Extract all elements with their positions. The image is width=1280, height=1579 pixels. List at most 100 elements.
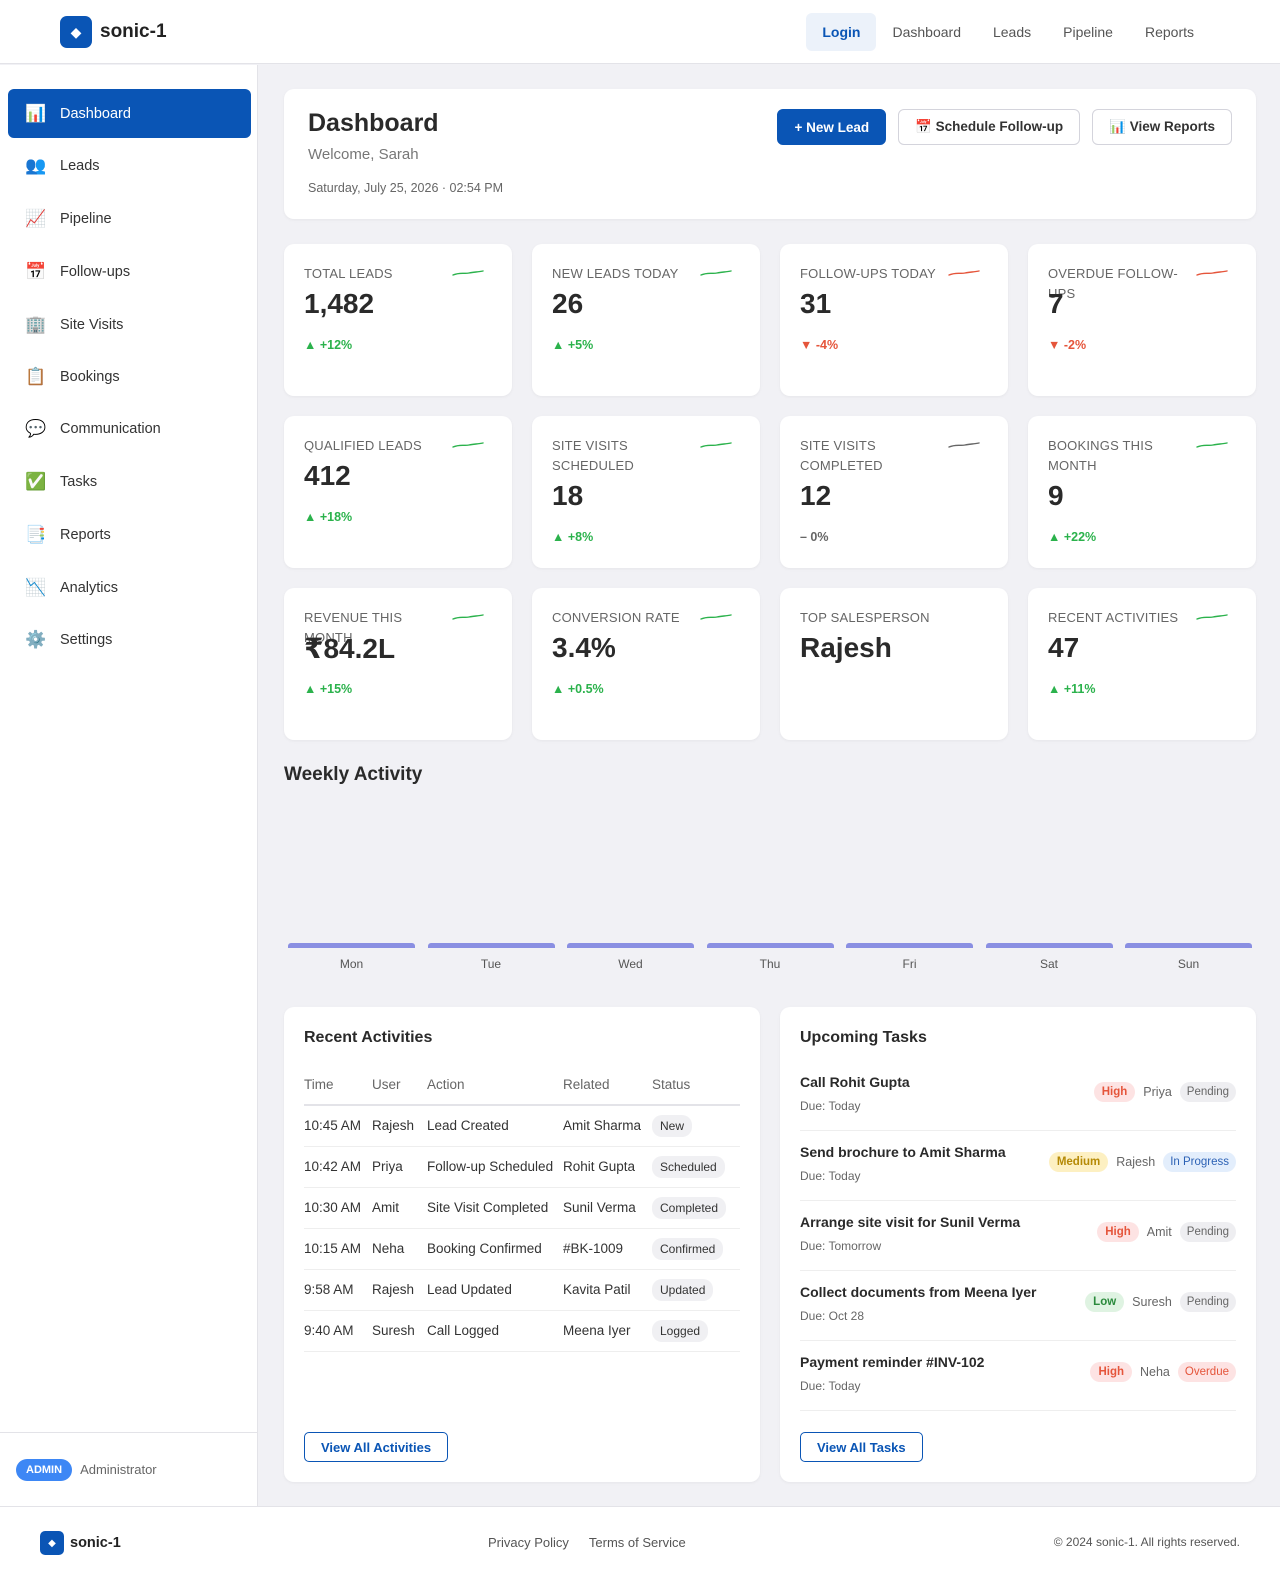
activity-bar[interactable] — [427, 943, 555, 948]
table-row[interactable]: 10:30 AM Amit Site Visit Completed Sunil Ve… — [304, 1187, 740, 1229]
stat-value: 18 — [552, 480, 584, 511]
task-due: Due: Tomorrow — [800, 1239, 882, 1253]
stat-card[interactable]: OVERDUE FOLLOW-UPS 7 ▼ -2% — [1028, 244, 1256, 396]
sidebar: 📊 Dashboard 👥 Leads 📈 Pipeline 📅 Follow-ups … — [0, 65, 258, 1506]
stat-value: 412 — [304, 460, 351, 491]
col-status: Status — [652, 1065, 740, 1106]
nav-leads[interactable]: Leads — [992, 24, 1032, 40]
sparkline-icon — [1196, 614, 1228, 620]
sparkline-icon — [452, 442, 484, 448]
table-row[interactable]: 9:58 AM Rajesh Lead Updated Kavita Patil Upd… — [304, 1269, 740, 1311]
status-badge: Confirmed — [652, 1238, 724, 1260]
stat-label: REVENUE THIS MONTH — [304, 610, 403, 645]
cell-user: Neha — [372, 1228, 427, 1270]
sparkline-icon — [1196, 442, 1228, 448]
task-status-badge: Pending — [1179, 1082, 1236, 1102]
day-label: Tue — [480, 957, 502, 971]
sidebar-item-label: Pipeline — [60, 210, 112, 227]
stat-label: FOLLOW-UPS TODAY — [800, 266, 936, 281]
brand[interactable]: ◆ sonic-1 — [60, 16, 167, 48]
sidebar-item-settings[interactable]: ⚙️ Settings — [8, 615, 251, 664]
sidebar-item-reports[interactable]: 📑 Reports — [8, 510, 251, 559]
cell-time: 10:15 AM — [304, 1228, 372, 1270]
terms-of-service-link[interactable]: Terms of Service — [588, 1535, 686, 1550]
table-row[interactable]: 10:45 AM Rajesh Lead Created Amit Sharma New — [304, 1105, 740, 1147]
task-item[interactable]: Collect documents from Meena Iyer Due: Oc… — [800, 1271, 1236, 1341]
activity-bar[interactable] — [846, 943, 973, 948]
stat-change: ▲ +8% — [552, 530, 594, 544]
sidebar-item-tasks[interactable]: ✅ Tasks — [8, 457, 251, 506]
day-label: Sat — [1039, 957, 1058, 971]
cell-related: #BK-1009 — [563, 1228, 652, 1270]
view-all-tasks-button[interactable]: View All Tasks — [800, 1432, 923, 1462]
task-due: Due: Today — [800, 1099, 861, 1113]
stat-card[interactable]: FOLLOW-UPS TODAY 31 ▼ -4% — [780, 244, 1008, 396]
stat-card[interactable]: SITE VISITS SCHEDULED 18 ▲ +8% — [532, 416, 760, 568]
cell-related: Kavita Patil — [563, 1269, 652, 1311]
cell-related: Meena Iyer — [563, 1310, 652, 1352]
stat-card[interactable]: RECENT ACTIVITIES 47 ▲ +11% — [1028, 588, 1256, 740]
activity-bar[interactable] — [567, 943, 694, 948]
new-lead-button[interactable]: + New Lead — [777, 109, 887, 145]
schedule-follow-up-button[interactable]: 📅 Schedule Follow-up — [898, 109, 1081, 145]
nav-pipeline[interactable]: Pipeline — [1063, 24, 1113, 40]
activity-bar[interactable] — [288, 943, 415, 948]
sidebar-item-leads[interactable]: 👥 Leads — [8, 141, 251, 190]
nav-dashboard[interactable]: Dashboard — [892, 24, 961, 40]
activity-bar[interactable] — [985, 943, 1113, 948]
table-row[interactable]: 9:40 AM Suresh Call Logged Meena Iyer Logged — [304, 1310, 740, 1352]
sidebar-item-bookings[interactable]: 📋 Bookings — [8, 352, 251, 401]
table-row[interactable]: 10:42 AM Priya Follow-up Scheduled Rohit Gu… — [304, 1146, 740, 1188]
day-label: Sun — [1177, 957, 1200, 971]
cell-time: 9:40 AM — [304, 1310, 372, 1352]
cell-action: Call Logged — [427, 1310, 563, 1352]
nav-login[interactable]: Login — [806, 13, 877, 51]
task-status-badge: In Progress — [1163, 1152, 1236, 1172]
sparkline-icon — [700, 614, 732, 620]
nav-reports[interactable]: Reports — [1144, 24, 1194, 40]
stat-card[interactable]: NEW LEADS TODAY 26 ▲ +5% — [532, 244, 760, 396]
sidebar-item-dashboard[interactable]: 📊 Dashboard — [8, 89, 251, 138]
stat-card[interactable]: TOTAL LEADS 1,482 ▲ +12% — [284, 244, 512, 396]
cell-user: Suresh — [372, 1310, 427, 1352]
privacy-policy-link[interactable]: Privacy Policy — [488, 1535, 569, 1550]
view-reports-button[interactable]: 📊 View Reports — [1092, 109, 1232, 145]
stat-card[interactable]: TOP SALESPERSON Rajesh — [780, 588, 1008, 740]
task-item[interactable]: Arrange site visit for Sunil Verma Due: T… — [800, 1201, 1236, 1271]
activity-bar[interactable] — [1125, 943, 1252, 948]
view-all-activities-button[interactable]: View All Activities — [304, 1432, 449, 1462]
cell-related: Amit Sharma — [563, 1105, 652, 1147]
stat-card[interactable]: REVENUE THIS MONTH ₹84.2L ▲ +15% — [284, 588, 512, 740]
stat-label: TOP SALESPERSON — [800, 610, 930, 625]
table-header-row: Time User Action Related Status — [304, 1065, 740, 1106]
activity-bar[interactable] — [706, 943, 834, 948]
status-badge: Scheduled — [652, 1156, 725, 1178]
stat-card[interactable]: QUALIFIED LEADS 412 ▲ +18% — [284, 416, 512, 568]
stat-card[interactable]: BOOKINGS THIS MONTH 9 ▲ +22% — [1028, 416, 1256, 568]
cell-time: 10:42 AM — [304, 1146, 372, 1188]
task-item[interactable]: Call Rohit Gupta Due: Today High Priya Pendi… — [800, 1061, 1236, 1131]
day-label: Mon — [339, 957, 364, 971]
footer-brand[interactable]: ◆ sonic-1 — [40, 1531, 121, 1555]
stat-card[interactable]: CONVERSION RATE 3.4% ▲ +0.5% — [532, 588, 760, 740]
priority-badge: High — [1093, 1082, 1136, 1102]
sidebar-item-site-visits[interactable]: 🏢 Site Visits — [8, 300, 251, 349]
sidebar-item-analytics[interactable]: 📉 Analytics — [8, 563, 251, 612]
sidebar-item-follow-ups[interactable]: 📅 Follow-ups — [8, 247, 251, 296]
stat-change: ▲ +18% — [304, 510, 353, 524]
sparkline-icon — [452, 614, 484, 620]
sidebar-item-pipeline[interactable]: 📈 Pipeline — [8, 194, 251, 243]
sidebar-item-communication[interactable]: 💬 Communication — [8, 404, 251, 453]
priority-badge: High — [1097, 1222, 1139, 1242]
task-assignee: Priya — [1143, 1085, 1172, 1099]
task-item[interactable]: Send brochure to Amit Sharma Due: Today Me… — [800, 1131, 1236, 1201]
calendar-icon: 📅 — [25, 261, 47, 281]
cell-status: Completed — [652, 1187, 740, 1229]
cell-action: Follow-up Scheduled — [427, 1146, 563, 1188]
task-item[interactable]: Payment reminder #INV-102 Due: Today High N… — [800, 1341, 1236, 1411]
stat-value: 9 — [1048, 480, 1064, 511]
stat-card[interactable]: SITE VISITS COMPLETED 12 – 0% — [780, 416, 1008, 568]
day-label: Fri — [902, 957, 917, 971]
table-row[interactable]: 10:15 AM Neha Booking Confirmed #BK-1009 Con… — [304, 1228, 740, 1270]
stat-change: ▲ +0.5% — [552, 682, 604, 696]
